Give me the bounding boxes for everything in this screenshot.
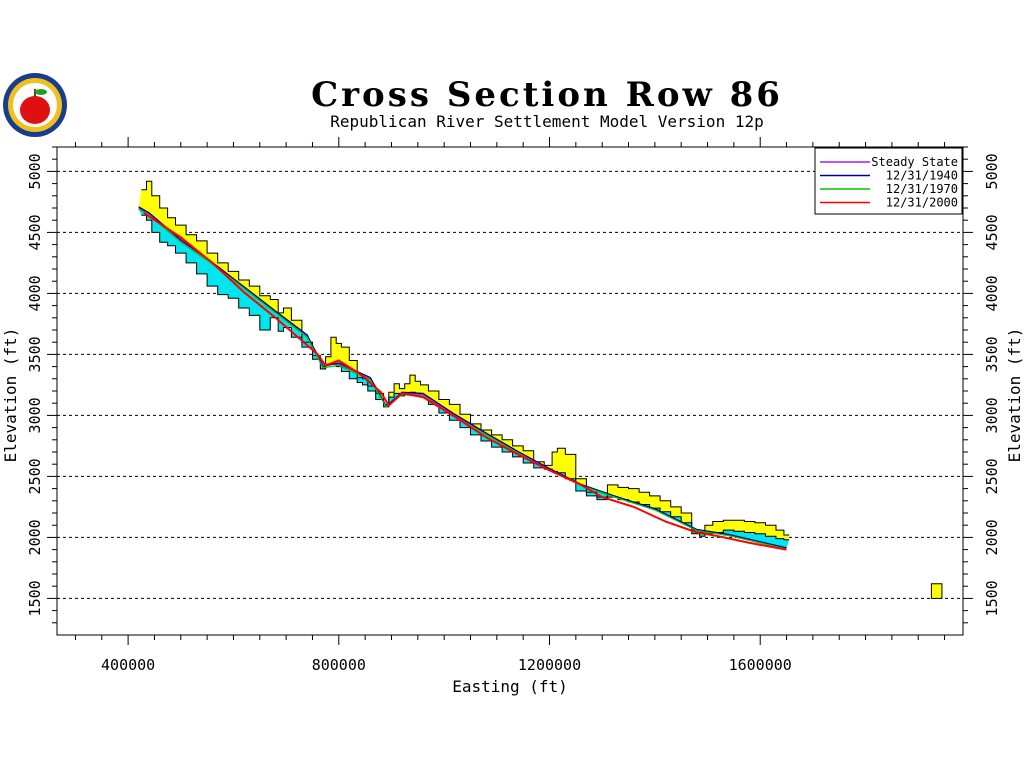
legend-box [814,147,963,215]
isolated-cell-band [930,583,943,599]
x-tick-label-1600000: 1600000 [729,656,792,674]
land-surface-outline [141,180,790,536]
apple-leaf-icon [35,89,47,95]
chart-title: Cross Section Row 86 [311,75,783,115]
y-tick-label-right-3000: 3000 [983,397,1001,433]
y-tick-label-right-2500: 2500 [983,458,1001,494]
y-tick-label-right-1500: 1500 [983,580,1001,616]
y-tick-label-left-5000: 5000 [26,153,44,189]
y-tick-label-right-4500: 4500 [983,214,1001,250]
depletion-band [138,208,790,549]
y-tick-label-right-4000: 4000 [983,275,1001,311]
x-axis-label: Easting (ft) [452,677,568,696]
y-tick-label-left-3000: 3000 [26,397,44,433]
y-axis-label-right: Elevation (ft) [1005,328,1024,463]
legend-label-1: 12/31/1940 [886,169,958,183]
min-head-outline [141,214,790,541]
apple-seal-logo [3,73,67,137]
x-tick-label-1200000: 1200000 [518,656,581,674]
plot-frame [56,146,964,636]
y-tick-label-right-3500: 3500 [983,336,1001,372]
unsaturated-zone-band [138,181,790,549]
y-tick-label-left-3500: 3500 [26,336,44,372]
axis-ticks [47,137,973,645]
y-axis-label-left: Elevation (ft) [1,328,20,463]
legend-label-3: 12/31/2000 [886,196,958,210]
legend: Steady State12/31/194012/31/197012/31/20… [814,147,963,215]
y-tick-label-right-5000: 5000 [983,153,1001,189]
legend-label-0: Steady State [871,155,958,169]
head-bands [138,180,943,599]
apple-icon [20,96,50,124]
series-line-1 [138,206,787,549]
y-tick-label-right-2000: 2000 [983,519,1001,555]
y-tick-label-left-2500: 2500 [26,458,44,494]
y-tick-label-left-4500: 4500 [26,214,44,250]
legend-label-2: 12/31/1970 [886,182,958,196]
y-tick-label-left-1500: 1500 [26,580,44,616]
grid-lines [57,170,963,599]
tick-labels: 400000 800000 1200000 1600000 1500 1500 2000 20… [26,153,1001,674]
series-line-3 [143,212,787,551]
series-line-2 [138,208,787,550]
chart-subtitle: Republican River Settlement Model Versio… [330,112,763,131]
series-lines [138,206,787,551]
x-tick-label-800000: 800000 [312,656,366,674]
series-line-0 [138,207,787,549]
y-tick-label-left-4000: 4000 [26,275,44,311]
x-tick-label-400000: 400000 [101,656,155,674]
apple-stem-icon [34,89,36,97]
y-tick-label-left-2000: 2000 [26,519,44,555]
